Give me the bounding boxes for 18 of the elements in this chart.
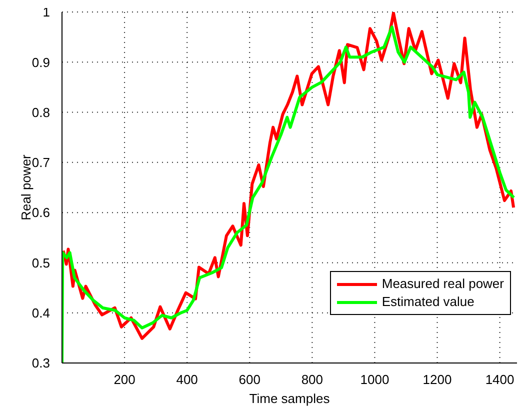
x-tick-label: 600 — [238, 372, 260, 388]
y-tick-label: 0.5 — [32, 255, 50, 270]
y-tick-label: 0.3 — [32, 356, 50, 371]
legend-label: Measured real power — [382, 275, 504, 293]
y-tick-label: 0.9 — [32, 54, 50, 70]
y-tick-label: 0.8 — [32, 104, 50, 120]
x-tick-label: 1000 — [360, 372, 390, 388]
legend-label: Estimated value — [382, 293, 474, 311]
x-tick-label: 400 — [176, 372, 198, 388]
x-tick-label: 800 — [301, 372, 324, 388]
x-tick-label: 200 — [114, 372, 136, 388]
y-tick-label: 0.7 — [32, 155, 50, 170]
y-tick-label: 0.4 — [32, 305, 50, 320]
x-tick-label: 1400 — [485, 372, 514, 388]
x-axis-title: Time samples — [249, 391, 330, 406]
y-tick-label: 0.6 — [32, 205, 50, 220]
x-tick-label: 1200 — [422, 372, 452, 388]
y-tick-label: 1 — [42, 4, 50, 20]
